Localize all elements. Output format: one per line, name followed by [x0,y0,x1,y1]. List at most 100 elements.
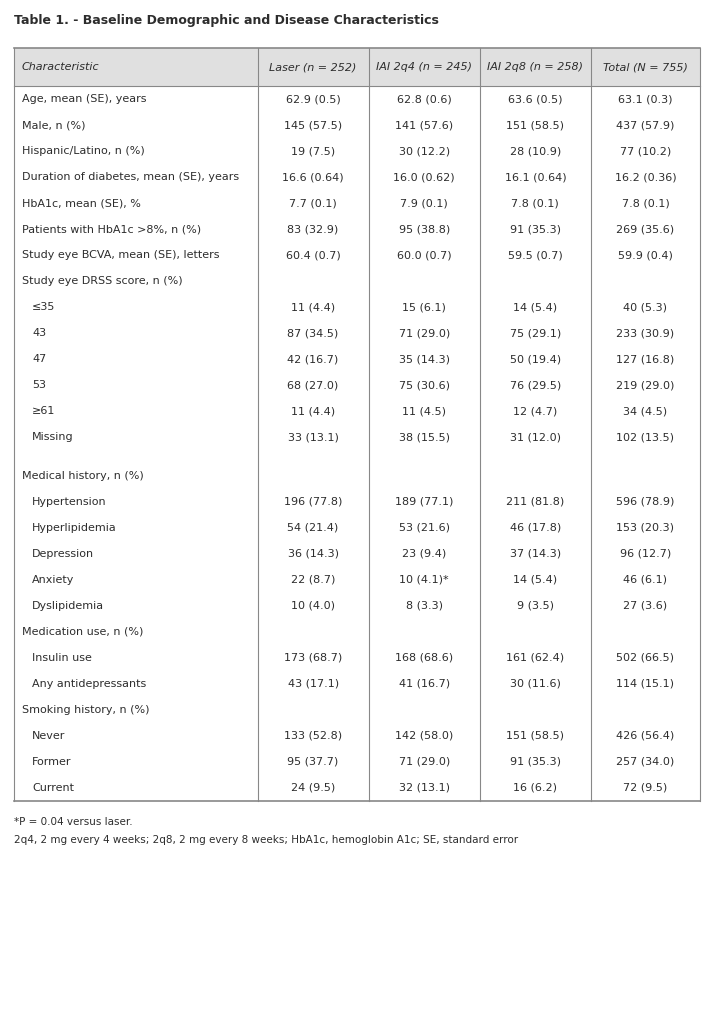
Text: 161 (62.4): 161 (62.4) [506,653,565,663]
Text: Hispanic/Latino, n (%): Hispanic/Latino, n (%) [22,146,145,156]
Text: Insulin use: Insulin use [32,653,92,663]
Text: *P = 0.04 versus laser.: *P = 0.04 versus laser. [14,817,133,827]
Text: Table 1. - Baseline Demographic and Disease Characteristics: Table 1. - Baseline Demographic and Dise… [14,14,439,27]
Text: 114 (15.1): 114 (15.1) [617,679,674,689]
Text: 502 (66.5): 502 (66.5) [617,653,674,663]
Text: 196 (77.8): 196 (77.8) [284,497,342,507]
Text: 7.8 (0.1): 7.8 (0.1) [511,198,559,208]
Text: 14 (5.4): 14 (5.4) [513,575,558,585]
Text: 153 (20.3): 153 (20.3) [617,523,674,534]
Text: Former: Former [32,757,71,767]
Text: 30 (11.6): 30 (11.6) [510,679,561,689]
Text: Medical history, n (%): Medical history, n (%) [22,471,144,481]
Text: 102 (13.5): 102 (13.5) [617,432,674,442]
Text: 27 (3.6): 27 (3.6) [623,601,667,611]
Text: Characteristic: Characteristic [22,62,100,72]
Text: 46 (6.1): 46 (6.1) [623,575,667,585]
Text: 7.7 (0.1): 7.7 (0.1) [289,198,337,208]
Text: 33 (13.1): 33 (13.1) [287,432,339,442]
Text: 596 (78.9): 596 (78.9) [616,497,674,507]
Text: 141 (57.6): 141 (57.6) [395,120,453,130]
Text: Current: Current [32,783,74,793]
Text: 7.9 (0.1): 7.9 (0.1) [401,198,448,208]
Text: 16 (6.2): 16 (6.2) [513,783,558,793]
Text: Any antidepressants: Any antidepressants [32,679,146,689]
Text: 41 (16.7): 41 (16.7) [399,679,450,689]
Text: Smoking history, n (%): Smoking history, n (%) [22,705,150,715]
Text: 10 (4.0): 10 (4.0) [291,601,335,611]
Text: 32 (13.1): 32 (13.1) [399,783,450,793]
Text: Dyslipidemia: Dyslipidemia [32,601,104,611]
Text: 16.0 (0.62): 16.0 (0.62) [394,172,455,182]
Text: Age, mean (SE), years: Age, mean (SE), years [22,94,146,104]
Text: 426 (56.4): 426 (56.4) [616,731,674,741]
Text: 62.8 (0.6): 62.8 (0.6) [397,94,451,104]
Text: 91 (35.3): 91 (35.3) [510,224,561,234]
Text: 53: 53 [32,380,46,390]
Text: 59.9 (0.4): 59.9 (0.4) [618,250,673,260]
Text: 75 (29.1): 75 (29.1) [510,328,561,338]
Text: Anxiety: Anxiety [32,575,74,585]
Text: Hypertension: Hypertension [32,497,107,507]
Text: 35 (14.3): 35 (14.3) [399,354,450,364]
Text: Depression: Depression [32,549,94,559]
Text: 19 (7.5): 19 (7.5) [291,146,335,156]
Text: 28 (10.9): 28 (10.9) [510,146,561,156]
Text: 95 (37.7): 95 (37.7) [287,757,339,767]
Text: 269 (35.6): 269 (35.6) [617,224,674,234]
Text: ≤35: ≤35 [32,302,56,312]
Text: 54 (21.4): 54 (21.4) [287,523,339,534]
Text: 63.6 (0.5): 63.6 (0.5) [508,94,563,104]
Text: 12 (4.7): 12 (4.7) [513,406,558,416]
Text: 31 (12.0): 31 (12.0) [510,432,561,442]
Text: 46 (17.8): 46 (17.8) [510,523,561,534]
Text: 7.8 (0.1): 7.8 (0.1) [622,198,670,208]
Text: 96 (12.7): 96 (12.7) [620,549,671,559]
Text: 437 (57.9): 437 (57.9) [616,120,674,130]
Text: 23 (9.4): 23 (9.4) [402,549,446,559]
Text: 173 (68.7): 173 (68.7) [284,653,342,663]
Text: Laser (n = 252): Laser (n = 252) [270,62,356,72]
Text: Study eye BCVA, mean (SE), letters: Study eye BCVA, mean (SE), letters [22,250,220,260]
Text: 16.6 (0.64): 16.6 (0.64) [282,172,344,182]
Text: 24 (9.5): 24 (9.5) [291,783,335,793]
Text: 16.2 (0.36): 16.2 (0.36) [615,172,676,182]
Text: 77 (10.2): 77 (10.2) [620,146,671,156]
Text: 16.1 (0.64): 16.1 (0.64) [505,172,566,182]
Text: 68 (27.0): 68 (27.0) [287,380,339,390]
Text: Patients with HbA1c >8%, n (%): Patients with HbA1c >8%, n (%) [22,224,201,234]
Text: 211 (81.8): 211 (81.8) [506,497,565,507]
Text: 60.0 (0.7): 60.0 (0.7) [397,250,451,260]
Text: Duration of diabetes, mean (SE), years: Duration of diabetes, mean (SE), years [22,172,239,182]
Text: Study eye DRSS score, n (%): Study eye DRSS score, n (%) [22,276,183,286]
Text: 38 (15.5): 38 (15.5) [399,432,450,442]
Text: 42 (16.7): 42 (16.7) [287,354,339,364]
Text: Total (N = 755): Total (N = 755) [603,62,688,72]
Text: 75 (30.6): 75 (30.6) [399,380,450,390]
Text: Medication use, n (%): Medication use, n (%) [22,627,143,637]
Text: 91 (35.3): 91 (35.3) [510,757,561,767]
Text: 15 (6.1): 15 (6.1) [402,302,446,312]
Text: 50 (19.4): 50 (19.4) [510,354,561,364]
Text: 59.5 (0.7): 59.5 (0.7) [508,250,563,260]
Text: 257 (34.0): 257 (34.0) [616,757,674,767]
Text: 95 (38.8): 95 (38.8) [399,224,450,234]
Text: 63.1 (0.3): 63.1 (0.3) [618,94,672,104]
Text: IAI 2q8 (n = 258): IAI 2q8 (n = 258) [488,62,583,72]
Text: 11 (4.5): 11 (4.5) [402,406,446,416]
Text: 71 (29.0): 71 (29.0) [399,757,450,767]
Text: 71 (29.0): 71 (29.0) [399,328,450,338]
Text: 151 (58.5): 151 (58.5) [506,731,565,741]
Text: 11 (4.4): 11 (4.4) [291,302,335,312]
Text: 142 (58.0): 142 (58.0) [395,731,453,741]
Text: Missing: Missing [32,432,73,442]
Text: 60.4 (0.7): 60.4 (0.7) [286,250,341,260]
Text: 72 (9.5): 72 (9.5) [623,783,667,793]
Text: 76 (29.5): 76 (29.5) [510,380,561,390]
Text: 40 (5.3): 40 (5.3) [623,302,667,312]
Text: HbA1c, mean (SE), %: HbA1c, mean (SE), % [22,198,141,208]
Text: 37 (14.3): 37 (14.3) [510,549,561,559]
Text: 151 (58.5): 151 (58.5) [506,120,565,130]
Text: 10 (4.1)*: 10 (4.1)* [399,575,449,585]
Text: 9 (3.5): 9 (3.5) [517,601,554,611]
